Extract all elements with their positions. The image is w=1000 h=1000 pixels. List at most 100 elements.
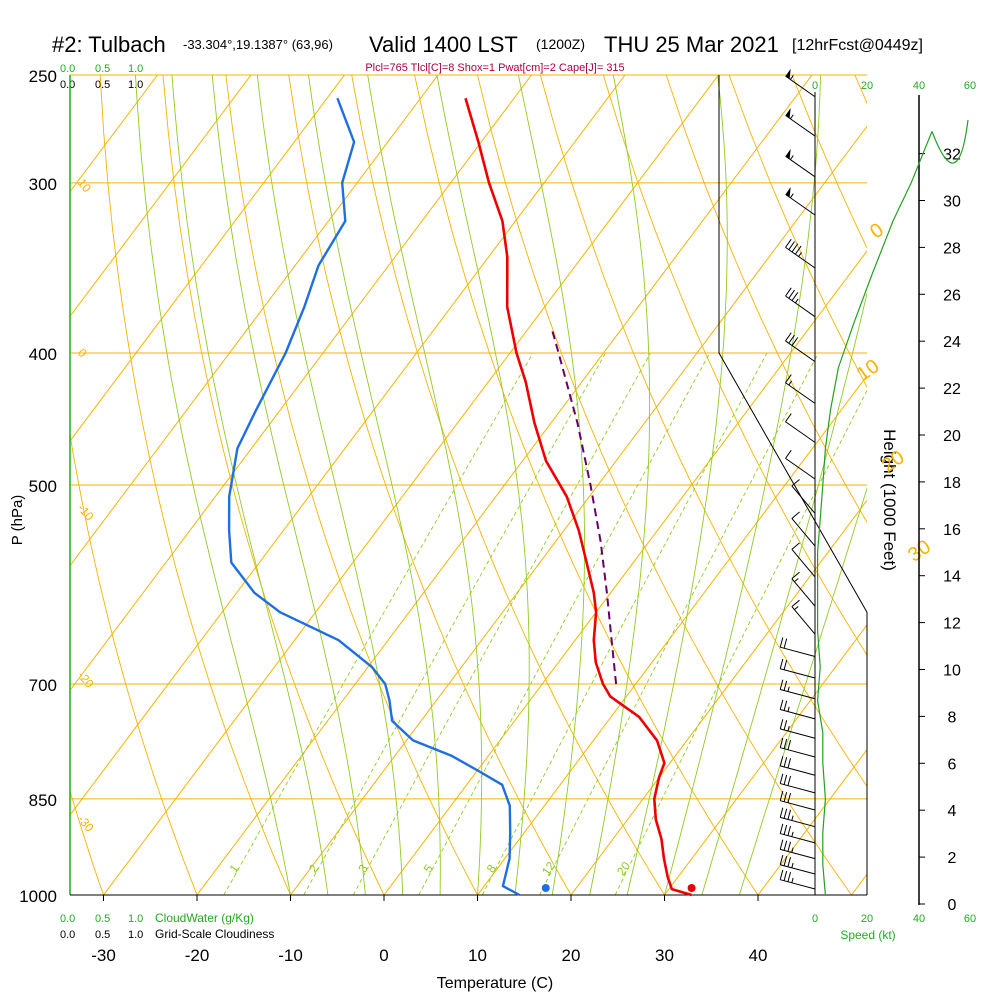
wind-barb xyxy=(779,823,816,844)
forecast-date: THU 25 Mar 2021 xyxy=(604,32,779,57)
speed-tick: 60 xyxy=(964,80,976,92)
wind-barb-staff xyxy=(780,879,816,890)
wind-barb xyxy=(785,332,816,363)
wind-barb-flag xyxy=(779,737,784,748)
wind-barb-flag xyxy=(787,739,792,750)
wind-barb-flag xyxy=(783,774,788,785)
wind-barb-flag xyxy=(785,238,792,248)
height-tick-label: 32 xyxy=(943,147,961,164)
speed-tick: 40 xyxy=(913,913,925,925)
isotherm-label: -20 xyxy=(75,668,97,691)
wind-barb-staff xyxy=(780,646,816,657)
wind-barb xyxy=(779,839,816,860)
wind-barb-flag xyxy=(785,413,792,423)
wind-barb-halfflag xyxy=(794,298,799,304)
height-tick-label: 14 xyxy=(943,569,961,586)
wind-barb-halfflag xyxy=(791,862,794,868)
wind-barb-flag xyxy=(783,824,788,835)
speed-tick: 20 xyxy=(861,913,873,925)
wind-barb xyxy=(779,699,816,720)
forecast-run: [12hrFcst@0449z] xyxy=(792,37,923,54)
dry-adiabat-line xyxy=(351,75,665,895)
wind-barb-halfflag xyxy=(790,193,794,199)
wind-barb xyxy=(779,737,816,758)
wind-barb-halfflag xyxy=(791,847,794,853)
cloudiness-scale-top: 0.0 0.5 1.0 xyxy=(60,79,143,91)
cloud-water-scale-top: 0.0 0.5 1.0 xyxy=(60,63,143,75)
surface-temperature-marker xyxy=(687,884,696,892)
wind-barb-flag xyxy=(783,808,788,819)
x-tick-label: 10 xyxy=(468,946,487,965)
wind-barb xyxy=(785,287,816,318)
speed-tick: 60 xyxy=(964,913,976,925)
moist-adiabat-line xyxy=(211,75,366,895)
mixing-ratio-line xyxy=(539,352,819,895)
dry-adiabat-line xyxy=(414,75,759,895)
wind-barb-pennant xyxy=(785,68,791,79)
wind-barb xyxy=(791,479,816,514)
wind-barb-staff xyxy=(780,848,816,860)
pressure-tick-label: 700 xyxy=(29,676,57,695)
wind-barb-flag xyxy=(787,856,792,867)
wind-barb-flag xyxy=(779,869,784,880)
height-tick-label: 28 xyxy=(943,240,961,257)
cloud-water-scale-bottom: 0.0 0.5 1.0 CloudWater (g/Kg) xyxy=(60,911,254,925)
moist-adiabat-line xyxy=(738,486,867,895)
isotherm-label: -30 xyxy=(75,812,97,835)
wind-barb-halfflag xyxy=(791,815,794,821)
wind-barb-staff xyxy=(785,193,816,216)
mixing-ratio-label: 3 xyxy=(355,862,370,876)
wind-barb-halfflag xyxy=(794,606,799,611)
y-axis-title: P (hPa) xyxy=(9,495,26,546)
wind-barb-flag xyxy=(779,854,784,865)
speed-tick: 40 xyxy=(913,80,925,92)
wind-barb-flag xyxy=(779,823,784,834)
mixing-ratio-line xyxy=(223,352,534,895)
wind-barb-staff xyxy=(780,728,816,739)
wind-barb-flag xyxy=(787,841,792,852)
wind-barb-flag xyxy=(779,658,784,669)
wind-barb xyxy=(779,719,816,739)
pressure-tick-label: 300 xyxy=(29,175,57,194)
x-tick-label: -20 xyxy=(185,946,210,965)
wind-barb xyxy=(779,869,816,890)
cloud-water-tick: 0.5 xyxy=(95,63,110,75)
wind-barb-flag xyxy=(779,773,784,784)
wind-barb-staff xyxy=(785,246,816,269)
wind-barb-pennant xyxy=(785,148,791,160)
wind-barb-staff xyxy=(785,155,816,178)
wind-barb-flag xyxy=(791,243,799,253)
speed-tick: 0 xyxy=(812,913,818,925)
height-tick-label: 0 xyxy=(948,897,957,914)
wind-barb-staff xyxy=(780,688,816,700)
moist-adiabat-line xyxy=(589,75,651,895)
station-title: #2: Tulbach xyxy=(52,32,166,57)
wind-barb-flag xyxy=(787,758,792,769)
cloudiness-scale-bottom: 0.0 0.5 1.0 Grid-Scale Cloudiness xyxy=(60,927,274,941)
dry-adiabat-line xyxy=(854,75,867,105)
wind-barb-halfflag xyxy=(790,155,794,160)
cloudiness-tick: 1.0 xyxy=(128,79,143,91)
wind-barb-flag xyxy=(788,334,795,344)
wind-barb-staff xyxy=(780,800,816,811)
wind-barb-flag xyxy=(787,809,792,820)
speed-scale-top: 0 20 40 60 xyxy=(812,80,976,92)
wind-barb-flag xyxy=(791,479,800,487)
cloudiness-label: Grid-Scale Cloudiness xyxy=(155,927,274,941)
wind-barb xyxy=(791,542,816,578)
x-tick-label: -10 xyxy=(278,946,303,965)
dewpoint-profile xyxy=(227,97,521,897)
moist-adiabat-line xyxy=(664,75,822,895)
wind-barb-staff xyxy=(791,578,816,607)
cloud-water-tick: 0.5 xyxy=(95,913,110,925)
wind-barb-flag xyxy=(779,807,784,818)
wind-barb-flag xyxy=(787,825,792,836)
wind-barb-flag xyxy=(779,637,784,648)
wind-barb-staff xyxy=(785,382,816,404)
wind-barb-flag xyxy=(791,292,799,301)
wind-barb-flag xyxy=(787,775,792,786)
dry-adiabat-line xyxy=(70,789,104,895)
wind-barb-flag xyxy=(785,332,792,342)
wind-barb-staff xyxy=(791,549,816,578)
wind-barb-staff xyxy=(785,295,816,318)
